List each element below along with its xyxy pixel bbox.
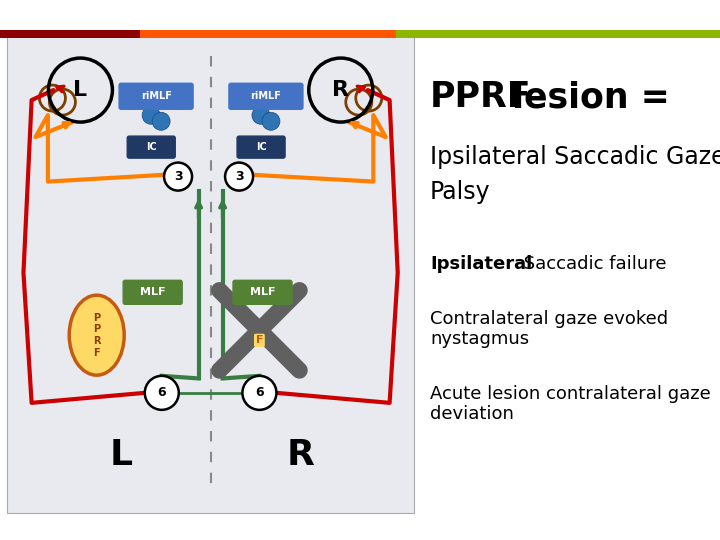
Text: L: L <box>109 438 132 472</box>
Text: 3: 3 <box>174 170 182 183</box>
Text: Ipsilateral: Ipsilateral <box>430 255 532 273</box>
Text: IC: IC <box>256 142 266 152</box>
Circle shape <box>252 106 270 124</box>
Text: P
P
R
F: P P R F <box>93 313 101 357</box>
Circle shape <box>145 376 179 410</box>
Text: L: L <box>73 80 88 100</box>
FancyBboxPatch shape <box>119 83 193 109</box>
FancyBboxPatch shape <box>123 280 182 305</box>
FancyBboxPatch shape <box>237 136 285 158</box>
FancyBboxPatch shape <box>127 136 175 158</box>
Bar <box>396 30 720 38</box>
Circle shape <box>164 163 192 191</box>
Text: IC: IC <box>146 142 157 152</box>
Text: 6: 6 <box>158 386 166 400</box>
Circle shape <box>243 376 276 410</box>
Text: 6: 6 <box>255 386 264 400</box>
Bar <box>0 30 140 38</box>
Text: riMLF: riMLF <box>251 91 282 102</box>
FancyBboxPatch shape <box>233 280 292 305</box>
Circle shape <box>152 112 170 130</box>
Text: deviation: deviation <box>430 405 514 423</box>
Text: riMLF: riMLF <box>140 91 171 102</box>
Text: Palsy: Palsy <box>430 180 490 204</box>
Circle shape <box>225 163 253 191</box>
Text: MLF: MLF <box>250 287 275 298</box>
Text: Ipsilateral Saccadic Gaze: Ipsilateral Saccadic Gaze <box>430 145 720 169</box>
Text: lesion =: lesion = <box>500 80 670 114</box>
Text: Acute lesion contralateral gaze: Acute lesion contralateral gaze <box>430 385 711 403</box>
Text: MLF: MLF <box>140 287 166 298</box>
Text: nystagmus: nystagmus <box>430 330 529 348</box>
Text: Saccadic failure: Saccadic failure <box>518 255 667 273</box>
Text: R: R <box>332 80 349 100</box>
Text: R: R <box>286 438 314 472</box>
Circle shape <box>142 106 160 124</box>
FancyBboxPatch shape <box>229 83 303 109</box>
Circle shape <box>262 112 280 130</box>
Text: Contralateral gaze evoked: Contralateral gaze evoked <box>430 310 668 328</box>
Text: PPRF: PPRF <box>430 80 531 114</box>
Bar <box>140 30 396 38</box>
Ellipse shape <box>69 295 124 375</box>
Bar <box>7 32 414 513</box>
Text: 3: 3 <box>235 170 243 183</box>
Text: F: F <box>256 335 264 346</box>
